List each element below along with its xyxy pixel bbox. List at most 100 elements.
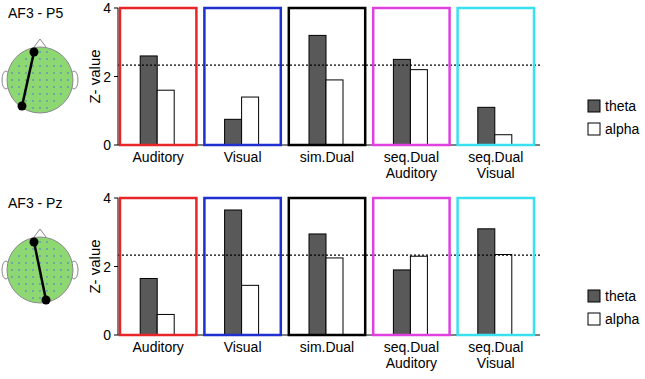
head-sensor	[46, 269, 48, 271]
head-sensor	[39, 93, 41, 95]
connection	[22, 52, 34, 106]
head-sensor	[39, 72, 41, 74]
threshold-line	[118, 65, 540, 66]
head-sensor	[53, 262, 55, 264]
head-sensor	[67, 276, 69, 278]
head-sensor	[60, 93, 62, 95]
head-sensor	[18, 93, 20, 95]
head-sensor	[46, 276, 48, 278]
label-line: seq.Dual	[468, 339, 523, 355]
head-sensor	[60, 86, 62, 88]
category-frame	[204, 8, 280, 145]
head-sensor	[60, 79, 62, 81]
bar	[157, 90, 174, 145]
bar	[326, 80, 343, 145]
head-sensor	[32, 262, 34, 264]
legend-label: theta	[605, 288, 636, 304]
legend-swatch	[588, 100, 600, 112]
legend-label: theta	[605, 98, 636, 114]
y-axis	[118, 198, 119, 335]
head	[7, 47, 73, 113]
y-tick-label: 4	[103, 190, 111, 206]
bar	[410, 70, 427, 145]
x-tick-label: Visual	[224, 149, 262, 165]
bar	[242, 285, 259, 335]
bar	[309, 35, 326, 145]
head-sensor	[18, 262, 20, 264]
x-tick-label: sim.Dual	[300, 339, 354, 355]
label-line: Auditory	[133, 149, 184, 165]
head-sensor	[32, 100, 34, 102]
head-sensor	[25, 283, 27, 285]
electrode	[30, 238, 39, 247]
head-sensor	[53, 283, 55, 285]
head-sensor	[25, 269, 27, 271]
head-sensor	[25, 262, 27, 264]
head-sensor	[60, 255, 62, 257]
head-sensor	[32, 297, 34, 299]
head-sensor	[39, 100, 41, 102]
head-sensor	[32, 86, 34, 88]
head-sensor	[18, 255, 20, 257]
legend-swatch	[588, 290, 600, 302]
bar	[478, 107, 495, 145]
electrode	[18, 102, 27, 111]
bar	[157, 314, 174, 335]
title: AF3 - P5	[8, 5, 63, 21]
category-frame	[204, 198, 280, 335]
category-frame	[289, 198, 365, 335]
label-line: Visual	[224, 339, 262, 355]
head-sensor	[46, 58, 48, 60]
head-sensor	[39, 283, 41, 285]
head-sensor	[39, 58, 41, 60]
head-sensor	[46, 51, 48, 53]
head-sensor	[60, 283, 62, 285]
label-line: Auditory	[386, 355, 437, 371]
x-tick-label: Auditory	[133, 339, 184, 355]
head-sensor	[53, 86, 55, 88]
head-sensor	[18, 283, 20, 285]
head-sensor	[32, 290, 34, 292]
y-tick	[114, 8, 118, 9]
head-sensor	[46, 86, 48, 88]
y-tick-label: 4	[103, 0, 111, 16]
head-sensor	[67, 86, 69, 88]
y-label: Z- value	[86, 49, 103, 103]
head-sensor	[53, 255, 55, 257]
bars	[118, 35, 540, 145]
head-sensor	[53, 93, 55, 95]
label-line: sim.Dual	[300, 149, 354, 165]
panel: AF3 - PzZ- value024AuditoryVisualsim.Dua…	[2, 190, 639, 371]
head-sensor	[25, 58, 27, 60]
category-frame	[458, 198, 534, 335]
head-sensor	[18, 86, 20, 88]
head-sensor	[11, 86, 13, 88]
head-sensor	[11, 262, 13, 264]
label-line: seq.Dual	[384, 149, 439, 165]
x-tick-label: seq.DualAuditory	[384, 339, 439, 371]
x-tick-label: seq.DualAuditory	[384, 149, 439, 181]
head-sensor	[39, 255, 41, 257]
head-sensor	[46, 100, 48, 102]
head-sensor	[60, 276, 62, 278]
head-sensor	[32, 283, 34, 285]
head-sensor	[60, 269, 62, 271]
label-line: seq.Dual	[384, 339, 439, 355]
head-sensor	[18, 276, 20, 278]
y-tick-label: 0	[103, 327, 111, 343]
head-sensor	[11, 72, 13, 74]
threshold-line	[118, 255, 540, 256]
head-sensor	[32, 72, 34, 74]
head-sensor	[25, 255, 27, 257]
head-sensor	[46, 262, 48, 264]
connection	[34, 242, 46, 300]
head	[7, 237, 73, 303]
head-sensor	[39, 241, 41, 243]
label-line: Visual	[477, 355, 515, 371]
head-sensor	[32, 248, 34, 250]
legend-swatch	[588, 123, 600, 135]
category-frame	[373, 198, 449, 335]
head-sensor	[32, 79, 34, 81]
head-sensor	[53, 72, 55, 74]
legend-swatch	[588, 313, 600, 325]
